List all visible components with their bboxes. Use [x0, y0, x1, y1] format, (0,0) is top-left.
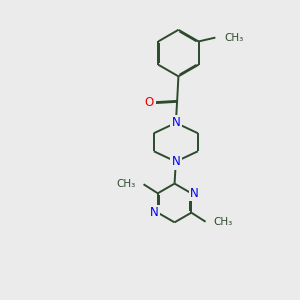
Text: CH₃: CH₃: [224, 33, 244, 43]
Text: CH₃: CH₃: [116, 179, 136, 189]
Text: N: N: [150, 206, 159, 219]
Text: N: N: [172, 116, 180, 129]
Text: CH₃: CH₃: [213, 217, 232, 227]
Text: O: O: [145, 96, 154, 109]
Text: N: N: [172, 155, 180, 168]
Text: N: N: [190, 187, 199, 200]
